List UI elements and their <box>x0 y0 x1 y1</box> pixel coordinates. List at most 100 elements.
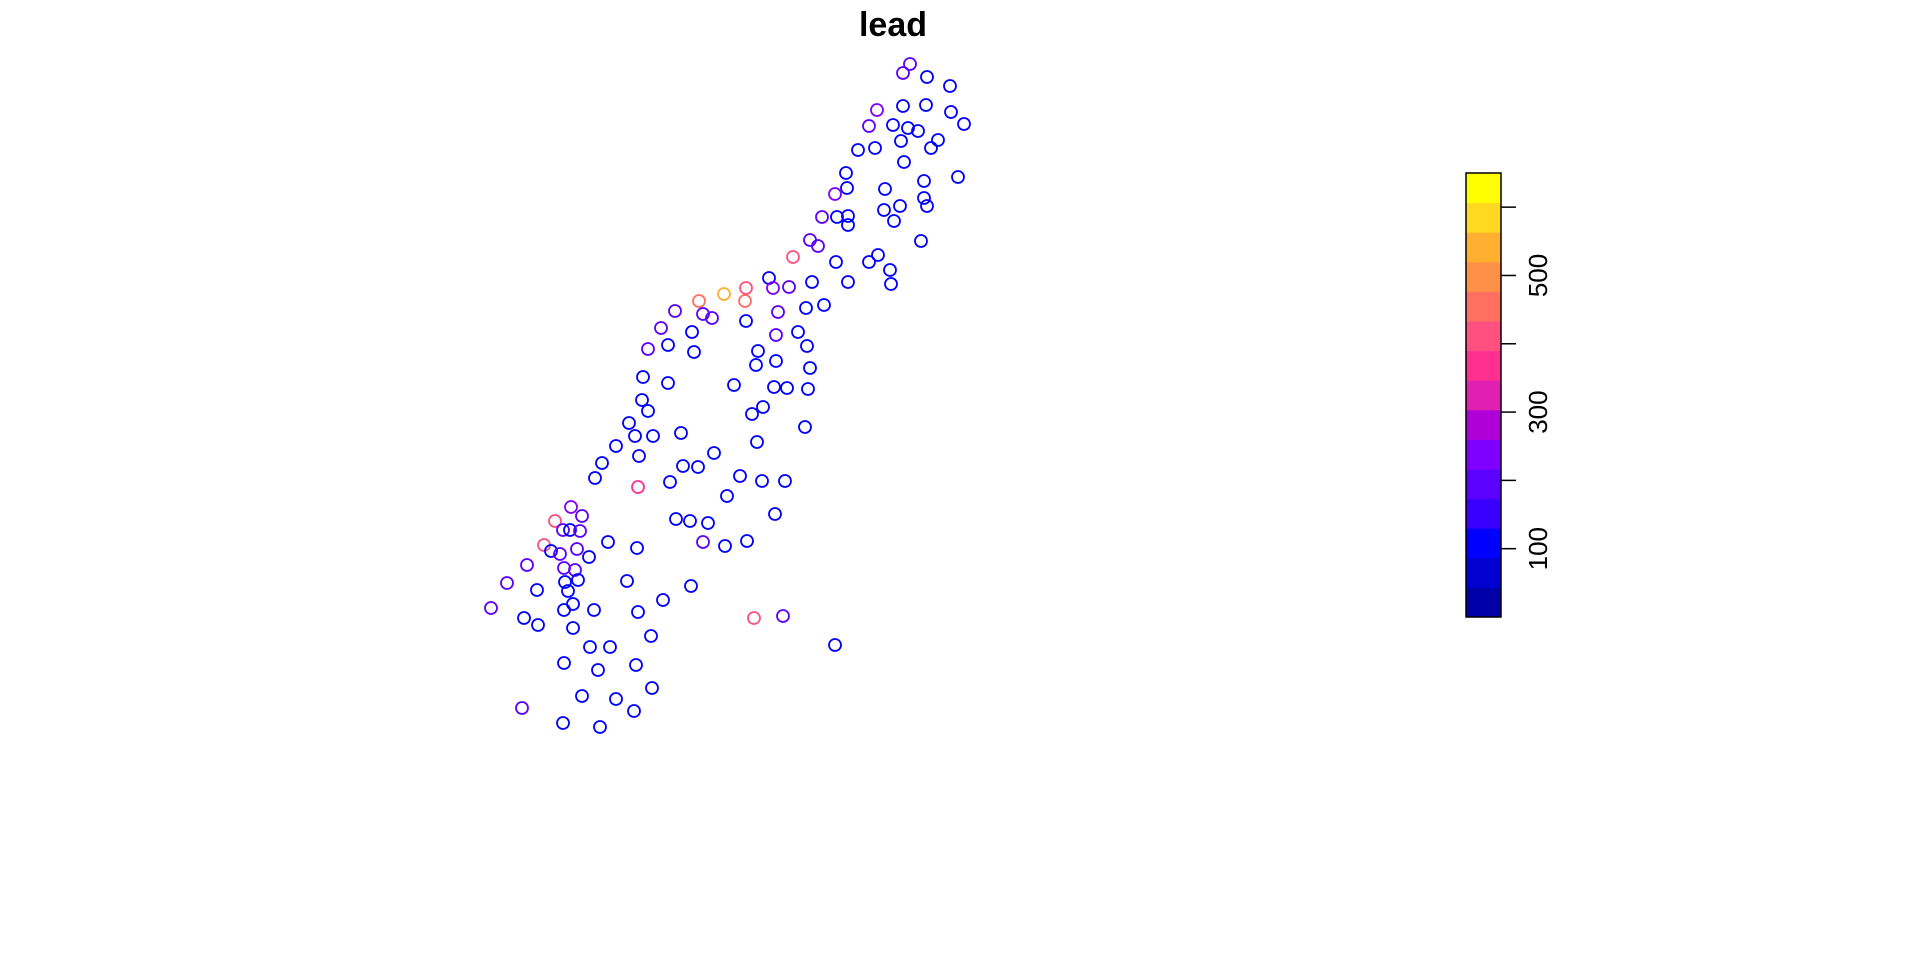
data-point <box>800 339 814 353</box>
colorbar-tick-label: 100 <box>1523 527 1553 570</box>
data-point <box>654 321 668 335</box>
data-point <box>691 460 705 474</box>
data-point <box>862 119 876 133</box>
data-point <box>868 141 882 155</box>
colorbar-legend: 100 300 500 <box>1465 172 1553 618</box>
data-point <box>828 638 842 652</box>
data-point <box>645 681 659 695</box>
data-point <box>500 576 514 590</box>
data-point <box>911 124 925 138</box>
data-point <box>877 203 891 217</box>
data-point <box>769 354 783 368</box>
data-point <box>548 514 562 528</box>
data-point <box>696 307 710 321</box>
colorbar-bin <box>1466 498 1501 529</box>
data-point <box>914 234 928 248</box>
data-point <box>957 117 971 131</box>
data-point <box>718 539 732 553</box>
data-point <box>631 605 645 619</box>
data-point <box>841 209 855 223</box>
data-point <box>627 704 641 718</box>
data-point <box>750 435 764 449</box>
data-point <box>629 658 643 672</box>
data-point <box>749 358 763 372</box>
data-point <box>575 689 589 703</box>
data-point <box>661 376 675 390</box>
data-point <box>768 507 782 521</box>
data-point <box>571 573 585 587</box>
data-points <box>484 57 971 734</box>
data-point <box>705 311 719 325</box>
data-point <box>727 378 741 392</box>
data-point <box>884 277 898 291</box>
data-point <box>601 535 615 549</box>
data-point <box>803 361 817 375</box>
data-point <box>557 561 571 575</box>
colorbar-bin <box>1466 232 1501 263</box>
data-point <box>747 611 761 625</box>
data-point <box>896 99 910 113</box>
data-point <box>685 325 699 339</box>
data-point <box>811 239 825 253</box>
data-point <box>745 407 759 421</box>
data-point <box>720 489 734 503</box>
data-point <box>917 191 931 205</box>
data-point <box>841 275 855 289</box>
data-point <box>668 304 682 318</box>
data-point <box>531 618 545 632</box>
data-point <box>557 656 571 670</box>
colorbar-bin <box>1466 557 1501 588</box>
data-point <box>692 294 706 308</box>
data-point <box>894 134 908 148</box>
colorbar-bin <box>1466 528 1501 559</box>
data-point <box>817 298 831 312</box>
data-point <box>839 166 853 180</box>
data-point <box>484 601 498 615</box>
data-point <box>751 344 765 358</box>
data-point <box>903 57 917 71</box>
data-point <box>570 542 584 556</box>
data-point <box>766 281 780 295</box>
data-point <box>583 640 597 654</box>
data-point <box>805 275 819 289</box>
colorbar-bin <box>1466 350 1501 381</box>
data-point <box>778 474 792 488</box>
data-point <box>609 692 623 706</box>
data-point <box>661 338 675 352</box>
data-point <box>799 301 813 315</box>
data-point <box>630 541 644 555</box>
data-point <box>803 233 817 247</box>
data-point <box>595 456 609 470</box>
colorbar-bin <box>1466 202 1501 233</box>
data-point <box>897 155 911 169</box>
data-point <box>544 544 558 558</box>
data-point <box>530 583 544 597</box>
data-point <box>931 133 945 147</box>
data-point <box>920 70 934 84</box>
data-point <box>628 429 642 443</box>
colorbar-bin <box>1466 587 1501 618</box>
data-point <box>575 509 589 523</box>
data-point <box>919 98 933 112</box>
data-point <box>622 416 636 430</box>
data-point <box>755 474 769 488</box>
data-point <box>801 382 815 396</box>
data-point <box>883 263 897 277</box>
data-point <box>587 603 601 617</box>
data-point <box>556 716 570 730</box>
data-point <box>738 294 752 308</box>
data-point <box>840 181 854 195</box>
data-point <box>798 420 812 434</box>
data-point <box>944 105 958 119</box>
data-point <box>582 550 596 564</box>
data-point <box>829 255 843 269</box>
data-point <box>520 558 534 572</box>
data-point <box>683 514 697 528</box>
data-point <box>780 381 794 395</box>
data-point <box>851 143 865 157</box>
data-point <box>782 280 796 294</box>
data-point <box>862 255 876 269</box>
data-point <box>644 629 658 643</box>
data-point <box>739 281 753 295</box>
